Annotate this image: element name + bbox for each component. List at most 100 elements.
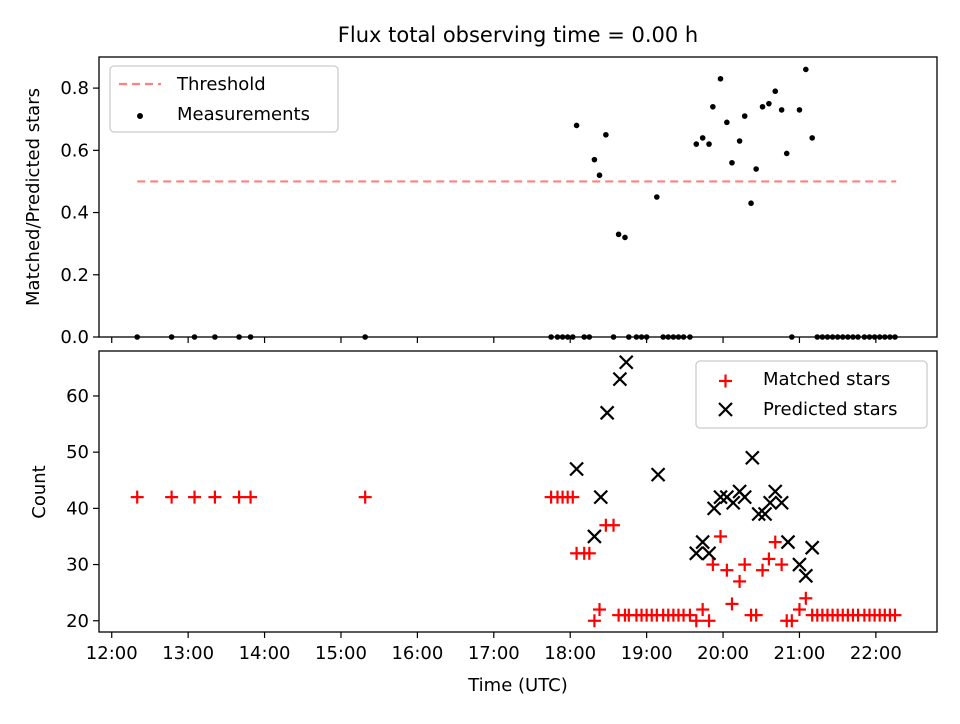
x-tick-label: 16:00 [391,643,443,664]
measurement-point [710,103,716,110]
measurement-point [615,231,622,238]
measurement-point [724,119,730,126]
predicted-star-point [689,546,704,561]
bottom-panel: 12:00 13:00 14:00 15:00 16:00 17:00 18:00 19:00… [29,350,938,664]
matched-star-point [593,603,607,617]
measurement-point [603,131,609,138]
x-tick-label: 17:00 [468,643,520,664]
x-tick-label: 22:00 [850,643,902,664]
matched-star-point [713,529,727,543]
measurement-point [759,103,766,110]
x-tick-label: 20:00 [697,643,749,664]
matched-star-point [689,614,703,628]
matched-star-point [762,552,776,566]
matched-star-point [738,558,752,572]
bottom-y-tick-label: 50 [66,442,89,463]
matched-star-point [232,490,246,504]
matched-star-point [888,608,902,622]
top-panel: 0.00.20.40.60.8 Matched/Predicted stars … [23,56,938,348]
measurement-point [699,135,706,141]
matched-star-point [749,608,763,622]
measurement-point [717,75,724,82]
measurement-point [693,141,700,147]
measurement-point [778,107,785,113]
matched-star-point [587,614,601,628]
predicted-star-point [587,529,602,544]
predicted-star-point [767,484,783,499]
top-y-tick-label: 0.4 [60,203,89,224]
measurement-point [803,66,809,73]
chart-title: Flux total observing time = 0.00 h [338,23,698,47]
bottom-y-tick-label: 60 [66,386,89,407]
predicted-star-point [737,489,752,505]
bottom-y-tick-label: 20 [66,611,89,632]
predicted-star-point [695,534,710,550]
top-y-tick-label: 0.6 [60,140,89,161]
x-tick-label: 13:00 [162,643,214,664]
x-tick-label: 19:00 [621,643,673,664]
x-axis-label: Time (UTC) [467,675,568,696]
predicted-star-point [701,546,717,561]
predicted-star-point [757,506,773,522]
bottom-plot-frame [98,350,938,633]
matched-star-point [792,603,806,617]
matched-star-point [799,591,813,605]
predicted-star-point [593,489,609,505]
top-plot-frame [98,56,938,338]
predicted-star-point [650,467,666,482]
matched-star-point [358,490,372,504]
legend-matched-label: Matched stars [763,369,890,390]
predicted-star-point [569,461,584,477]
predicted-star-point [706,501,722,516]
matched-star-point [702,614,716,628]
predicted-star-point [792,557,807,572]
predicted-star-point [780,534,796,550]
matched-star-point [566,490,580,504]
predicted-star-point [599,405,615,421]
matched-star-point [725,597,739,611]
bottom-legend: Matched stars Predicted stars [695,360,928,429]
x-tick-label: 14:00 [239,643,291,664]
predicted-star-point [725,495,741,511]
predicted-star-point [774,495,789,511]
measurement-point [596,172,603,179]
measurement-point [622,234,628,241]
predicted-star-point [713,489,728,505]
measurement-point [736,138,743,144]
matched-star-point [706,558,720,572]
measurement-point [729,159,735,166]
top-y-tick-label: 0.0 [60,327,89,348]
legend-matched-swatch [719,374,732,388]
predicted-star-point [762,495,778,511]
x-tick-label: 21:00 [774,643,826,664]
measurement-point [748,200,754,207]
top-y-axis-label: Matched/Predicted stars [23,88,44,306]
measurement-point [706,141,712,147]
legend-predicted-label: Predicted stars [763,399,897,420]
matched-star-point [244,490,258,504]
predicted-star-point [804,540,820,555]
top-y-tick-label: 0.8 [60,78,89,99]
measurement-point [573,122,580,129]
matched-star-point [733,574,747,588]
measurement-point [783,150,790,157]
measurement-point [809,135,815,141]
matched-star-point [768,535,782,549]
measurement-point [753,166,759,172]
measurement-point [766,100,772,107]
legend-predicted-swatch [718,402,733,417]
predicted-star-point [618,354,634,370]
x-tick-label: 12:00 [86,643,138,664]
matched-star-point [582,546,596,560]
measurement-point [741,113,748,119]
predicted-star-point [745,450,760,466]
predicted-star-point [798,568,814,584]
predicted-star-point [751,506,766,522]
matched-star-point [775,558,789,572]
x-tick-label: 15:00 [315,643,367,664]
x-tick-label: 18:00 [544,643,596,664]
matched-star-point [130,490,144,504]
matched-star-point [607,518,621,532]
